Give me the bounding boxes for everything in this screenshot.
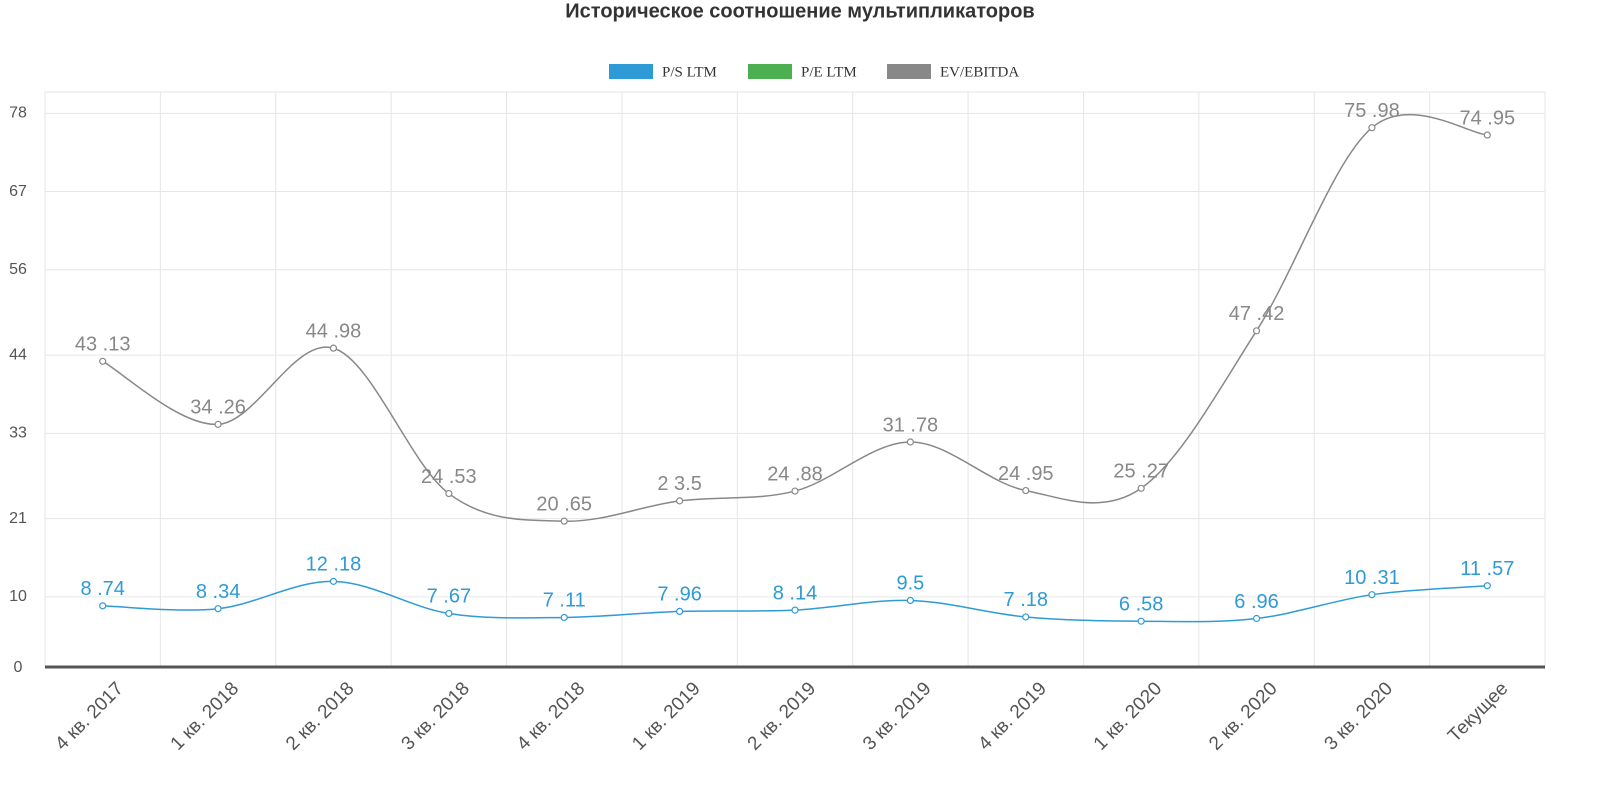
data-point bbox=[1252, 327, 1261, 335]
data-point bbox=[1368, 124, 1376, 132]
data-point bbox=[99, 602, 107, 610]
data-label: 31 .78 bbox=[883, 414, 939, 436]
data-label: 20 .65 bbox=[536, 493, 592, 515]
data-point bbox=[560, 517, 568, 525]
data-label: 9.5 bbox=[896, 573, 924, 595]
x-tick-label: 4 кв. 2017 bbox=[51, 678, 127, 754]
data-point bbox=[214, 605, 222, 613]
legend-swatch bbox=[887, 64, 931, 79]
x-tick-label: 4 кв. 2018 bbox=[513, 678, 589, 754]
y-tick-label: 67 bbox=[9, 183, 27, 200]
data-label: 11 .57 bbox=[1460, 558, 1514, 580]
legend-label: P/S LTM bbox=[662, 64, 717, 80]
data-point bbox=[791, 487, 799, 495]
data-point bbox=[906, 438, 914, 446]
data-label: 43 .13 bbox=[75, 334, 131, 356]
x-tick-label: 4 кв. 2019 bbox=[974, 678, 1050, 754]
data-point bbox=[1137, 617, 1145, 625]
x-tick-label: 2 кв. 2018 bbox=[282, 678, 358, 754]
x-tick-label: 1 кв. 2019 bbox=[628, 678, 704, 754]
x-tick-label: 1 кв. 2018 bbox=[167, 678, 243, 754]
data-point bbox=[1483, 582, 1491, 590]
y-tick-label: 0 bbox=[14, 659, 23, 676]
data-point bbox=[1022, 486, 1030, 495]
data-label: 6 .58 bbox=[1119, 593, 1163, 615]
x-tick-label: 3 кв. 2019 bbox=[859, 678, 935, 754]
y-tick-label: 33 bbox=[9, 425, 27, 442]
data-label: 8 .74 bbox=[80, 578, 124, 600]
data-point bbox=[99, 357, 107, 365]
data-label: 34 .26 bbox=[190, 397, 246, 419]
data-label: 6 .96 bbox=[1234, 591, 1278, 613]
data-label: 47 .42 bbox=[1229, 303, 1285, 325]
data-label: 7 .96 bbox=[657, 584, 701, 606]
data-point bbox=[906, 596, 914, 605]
data-label: 7 .67 bbox=[427, 586, 471, 608]
data-label: 2 3.5 bbox=[657, 473, 701, 495]
legend-label: EV/EBITDA bbox=[940, 64, 1019, 80]
data-point bbox=[791, 606, 799, 614]
data-label: 25 .27 bbox=[1113, 461, 1169, 483]
y-tick-label: 56 bbox=[9, 261, 27, 278]
x-tick-label: 3 кв. 2020 bbox=[1321, 678, 1397, 754]
data-point bbox=[1368, 591, 1376, 599]
data-label: 7 .11 bbox=[543, 590, 586, 612]
data-point bbox=[1483, 131, 1491, 139]
data-point bbox=[445, 489, 453, 498]
legend-label: P/E LTM bbox=[801, 64, 857, 80]
chart-title: Историческое соотношение мультипликаторо… bbox=[565, 0, 1034, 22]
data-label: 24 .53 bbox=[421, 466, 477, 488]
data-label: 24 .95 bbox=[998, 463, 1054, 485]
data-label: 74 .95 bbox=[1460, 107, 1516, 129]
data-label: 24 .88 bbox=[767, 463, 823, 485]
y-tick-label: 21 bbox=[9, 510, 27, 527]
y-tick-label: 78 bbox=[9, 105, 27, 122]
data-point bbox=[676, 607, 684, 615]
y-tick-label: 10 bbox=[9, 588, 27, 605]
data-point bbox=[676, 497, 684, 505]
data-point bbox=[1137, 484, 1145, 492]
data-label: 12 .18 bbox=[306, 554, 362, 576]
x-tick-label: 2 кв. 2019 bbox=[744, 678, 820, 754]
data-point bbox=[560, 613, 568, 622]
data-label: 44 .98 bbox=[306, 320, 362, 342]
data-label: 8 .34 bbox=[196, 581, 240, 603]
data-label: 7 .18 bbox=[1004, 589, 1048, 611]
data-point bbox=[445, 609, 453, 618]
data-point bbox=[1022, 613, 1030, 621]
legend-swatch bbox=[748, 64, 792, 79]
data-point bbox=[329, 344, 338, 352]
data-label: 75 .98 bbox=[1344, 100, 1400, 122]
legend-swatch bbox=[609, 64, 653, 79]
data-label: 8 .14 bbox=[773, 582, 817, 604]
data-point bbox=[1252, 614, 1261, 623]
x-tick-label: 1 кв. 2020 bbox=[1090, 678, 1166, 754]
data-label: 10 .31 bbox=[1344, 567, 1400, 589]
data-point bbox=[329, 577, 338, 585]
x-tick-label: Текущее bbox=[1444, 678, 1512, 746]
data-point bbox=[214, 420, 222, 428]
y-tick-label: 44 bbox=[9, 346, 27, 363]
x-tick-label: 2 кв. 2020 bbox=[1205, 678, 1281, 754]
x-tick-label: 3 кв. 2018 bbox=[398, 678, 474, 754]
